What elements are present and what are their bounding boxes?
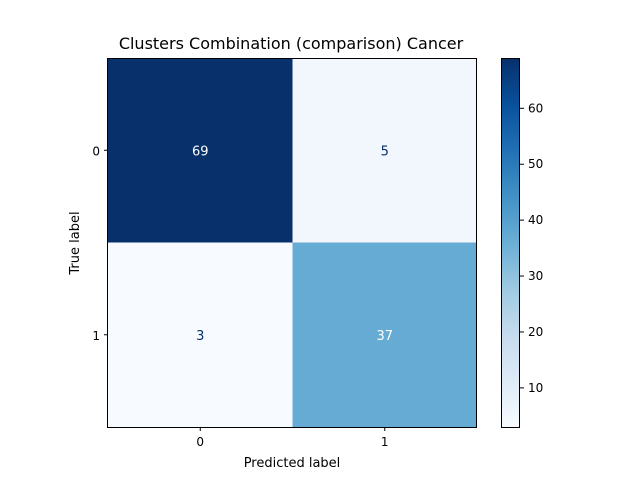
x-axis-label: Predicted label <box>244 456 341 471</box>
chart-title: Clusters Combination (comparison) Cancer <box>119 34 464 53</box>
cell-value-label: 3 <box>196 329 204 344</box>
matrix-cell <box>292 242 477 427</box>
y-tick-label: 1 <box>92 329 100 343</box>
axis-ticks: 0 1 0 1 <box>92 144 388 449</box>
cell-value-label: 37 <box>376 329 393 344</box>
colorbar-ticks: 10 20 30 40 50 60 <box>520 101 543 395</box>
cell-value-label: 5 <box>381 144 389 159</box>
colorbar-tick-label: 10 <box>528 381 543 395</box>
colorbar-tick-label: 60 <box>528 101 543 115</box>
colorbar <box>501 58 520 428</box>
matrix-cells: 69 53 37 <box>108 58 477 427</box>
y-tick-label: 0 <box>92 144 100 158</box>
matrix-cell <box>108 58 293 243</box>
matrix-cell <box>292 58 477 243</box>
y-axis-label: True label <box>68 211 83 275</box>
cell-value-label: 69 <box>192 144 209 159</box>
x-tick-label: 1 <box>381 435 389 449</box>
colorbar-tick-label: 20 <box>528 325 543 339</box>
colorbar-tick-label: 40 <box>528 213 543 227</box>
matrix-frame <box>107 58 477 428</box>
matrix-cell <box>108 242 293 427</box>
x-tick-label: 0 <box>196 435 204 449</box>
colorbar-tick-label: 50 <box>528 157 543 171</box>
colorbar-tick-label: 30 <box>528 269 543 283</box>
